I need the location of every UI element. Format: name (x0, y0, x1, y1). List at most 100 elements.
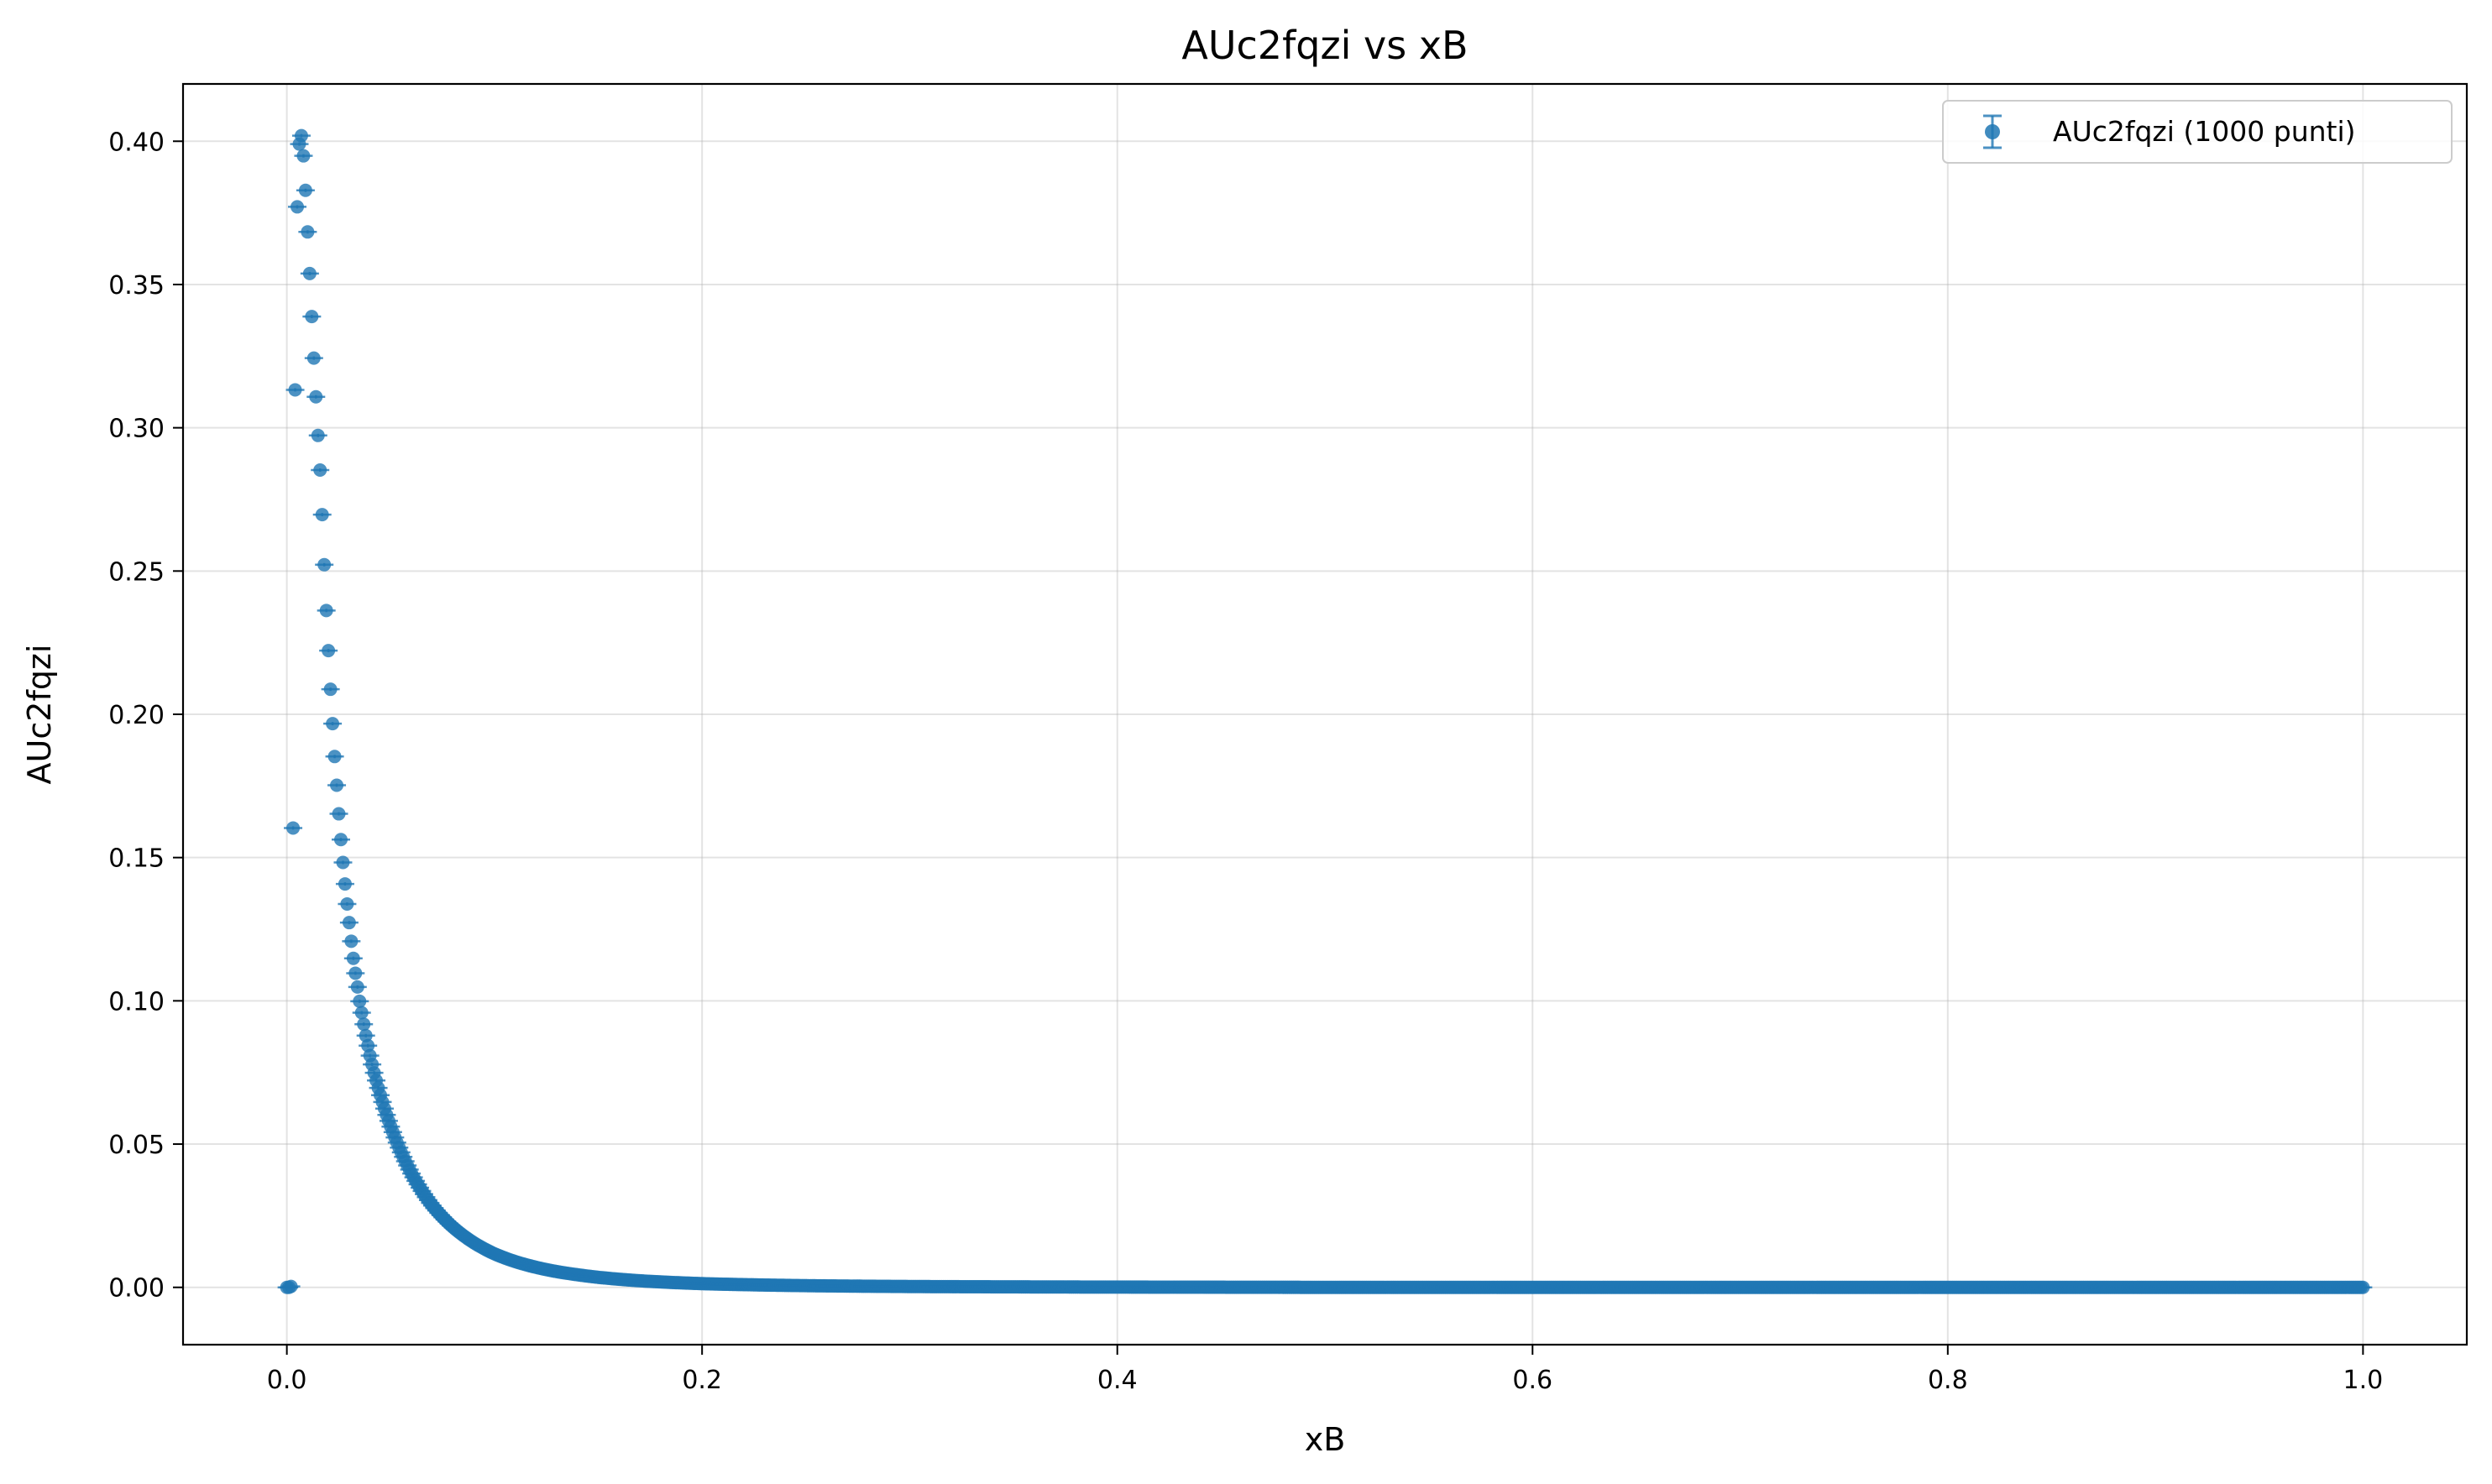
data-point-marker (332, 807, 346, 821)
data-point-marker (322, 644, 336, 658)
data-point-marker (361, 1038, 375, 1053)
y-tick-label: 0.15 (108, 844, 165, 874)
data-point (343, 951, 363, 965)
data-point-marker (298, 183, 312, 197)
grid-lines (183, 84, 2467, 1345)
legend-series-label: AUc2fqzi (1000 punti) (2053, 115, 2356, 148)
data-point (317, 604, 336, 618)
data-point (338, 896, 357, 911)
y-tick-label: 0.30 (108, 415, 165, 444)
data-point (298, 225, 317, 239)
data-point (302, 310, 322, 324)
data-point-marker (348, 966, 363, 980)
data-point-marker (288, 383, 302, 397)
data-point-marker (326, 717, 340, 731)
x-tick-label: 0.6 (1512, 1366, 1552, 1395)
data-point-marker (2356, 1280, 2370, 1294)
data-point-marker (319, 604, 333, 618)
data-point-marker (357, 1017, 371, 1032)
data-point (319, 644, 338, 658)
data-point-marker (309, 389, 323, 404)
data-point-marker (284, 1279, 298, 1293)
data-point (335, 877, 354, 891)
y-tick-label: 0.05 (108, 1131, 165, 1160)
data-point (321, 682, 340, 697)
data-point-marker (302, 266, 317, 280)
x-tick-label: 0.0 (267, 1366, 307, 1395)
data-point (346, 966, 365, 980)
data-point (325, 750, 344, 764)
data-point (288, 200, 307, 214)
data-point-marker (286, 821, 301, 835)
data-point (312, 508, 332, 522)
x-tick-label: 0.8 (1928, 1366, 1968, 1395)
data-point (315, 557, 334, 572)
data-point-marker (353, 994, 367, 1008)
data-point (342, 934, 361, 948)
data-point (311, 463, 330, 478)
data-point-marker (350, 980, 364, 994)
x-axis-label: xB (1305, 1421, 1346, 1458)
data-point-marker (315, 508, 329, 522)
y-tick-label: 0.25 (108, 557, 165, 587)
data-point-marker (305, 310, 319, 324)
data-point-marker (327, 750, 342, 764)
data-point-marker (338, 877, 352, 891)
data-point-marker (291, 200, 305, 214)
data-point (339, 916, 359, 930)
data-point (291, 128, 311, 143)
data-point (285, 383, 305, 397)
data-point (352, 1006, 371, 1020)
data-point (284, 821, 303, 835)
x-tick-label: 0.4 (1097, 1366, 1138, 1395)
data-point-marker (359, 1028, 373, 1042)
plot-area (277, 128, 2373, 1294)
data-point-marker (333, 833, 348, 847)
data-point-marker (342, 916, 356, 930)
data-point (306, 389, 326, 404)
data-point (354, 1017, 374, 1032)
x-tick-label: 0.2 (682, 1366, 722, 1395)
data-point-marker (346, 951, 360, 965)
data-point (323, 717, 343, 731)
data-point (359, 1038, 378, 1053)
data-point (348, 980, 367, 994)
x-tick-label: 1.0 (2343, 1366, 2384, 1395)
data-point (333, 855, 353, 870)
y-tick-label: 0.40 (108, 128, 165, 157)
y-axis-ticks: 0.00 0.05 0.10 0.15 0.20 0.25 0.30 0.35 0.40 (108, 128, 183, 1304)
y-tick-label: 0.20 (108, 701, 165, 730)
data-point-marker (306, 351, 321, 365)
data-point (300, 266, 319, 280)
data-point (294, 149, 313, 163)
data-point (350, 994, 369, 1008)
chart-title: AUc2fqzi vs xB (1181, 23, 1468, 68)
data-point (308, 428, 327, 442)
data-point (331, 833, 350, 847)
data-point-marker (296, 149, 311, 163)
legend-marker (1985, 124, 2000, 139)
data-point (2353, 1280, 2373, 1294)
data-point-marker (340, 896, 354, 911)
y-tick-label: 0.00 (108, 1274, 165, 1304)
data-point (356, 1028, 375, 1042)
x-axis-ticks: 0.0 0.2 0.4 0.6 0.8 1.0 (267, 1345, 2383, 1395)
data-point-marker (336, 855, 350, 870)
y-axis-label: AUc2fqzi (21, 645, 58, 785)
y-tick-label: 0.10 (108, 987, 165, 1016)
data-point-marker (301, 225, 315, 239)
data-point-marker (313, 463, 327, 478)
legend-box (1942, 100, 2453, 164)
data-point-marker (330, 778, 344, 792)
legend: AUc2fqzi (1000 punti) (1942, 100, 2453, 164)
data-point (327, 778, 347, 792)
data-point (296, 183, 315, 197)
y-tick-label: 0.35 (108, 271, 165, 300)
data-point-marker (354, 1006, 369, 1020)
data-point (329, 807, 348, 821)
data-point-marker (323, 682, 338, 697)
data-point (281, 1279, 301, 1293)
data-point (304, 351, 323, 365)
data-point-marker (317, 557, 332, 572)
